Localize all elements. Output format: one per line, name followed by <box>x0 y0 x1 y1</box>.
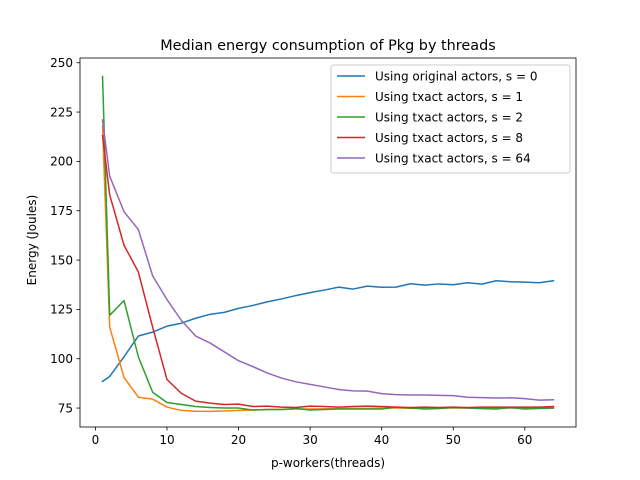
y-tick-label-0: 75 <box>58 401 73 415</box>
plot-frame <box>79 57 577 428</box>
legend: Using original actors, s = 0 Using txact … <box>330 64 571 174</box>
x-tick-label-0: 0 <box>92 433 100 447</box>
series-line-4 <box>101 119 555 401</box>
legend-label-0: Using original actors, s = 0 <box>375 69 537 83</box>
x-tick-label-6: 60 <box>517 433 532 447</box>
y-axis-label: Energy (Joules) <box>25 195 39 286</box>
chart-title: Median energy consumption of Pkg by thre… <box>160 38 495 54</box>
legend-label-2: Using txact actors, s = 2 <box>375 110 523 124</box>
y-tick-label-6: 225 <box>50 105 73 119</box>
x-axis-label: p-workers(threads) <box>271 456 385 470</box>
y-tick-label-1: 100 <box>50 352 73 366</box>
axes-layer: 0 10 20 30 40 50 60 75 100 125 150 175 200 225 250 <box>50 56 577 447</box>
x-tick-label-2: 20 <box>231 433 246 447</box>
legend-box <box>330 64 571 174</box>
y-tick-label-7: 250 <box>50 56 73 70</box>
x-tick-label-4: 40 <box>374 433 389 447</box>
legend-label-4: Using txact actors, s = 64 <box>375 151 531 165</box>
y-tick-label-3: 150 <box>50 253 73 267</box>
series-layer <box>101 75 555 413</box>
series-line-3 <box>101 134 555 409</box>
y-tick-label-2: 125 <box>50 303 73 317</box>
x-tick-label-3: 30 <box>302 433 317 447</box>
y-tick-label-4: 175 <box>50 204 73 218</box>
x-tick-label-1: 10 <box>159 433 174 447</box>
legend-label-1: Using txact actors, s = 1 <box>375 90 523 104</box>
series-line-0 <box>101 279 555 383</box>
x-tick-label-5: 50 <box>446 433 461 447</box>
legend-label-3: Using txact actors, s = 8 <box>375 131 523 145</box>
series-line-2 <box>101 75 555 411</box>
y-tick-label-5: 200 <box>50 155 73 169</box>
